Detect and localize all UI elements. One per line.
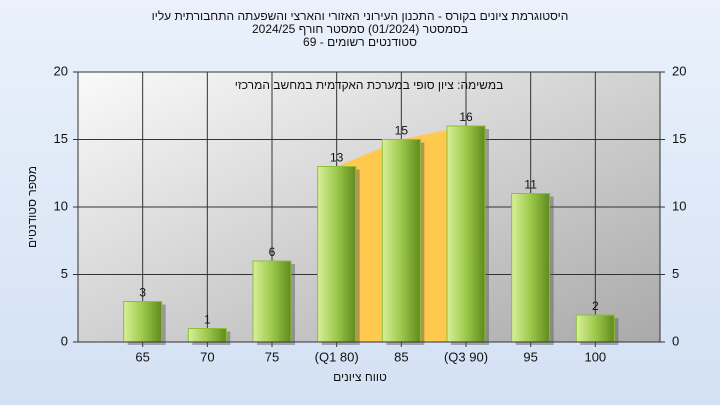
y-tick-label: 0	[61, 333, 68, 348]
data-label: 6	[269, 245, 276, 259]
data-label: 13	[330, 151, 344, 165]
y2-tick-label: 10	[672, 198, 686, 213]
data-label: 16	[459, 110, 473, 124]
data-label: 15	[395, 124, 409, 138]
x-tick-label: 85	[394, 349, 408, 364]
x-tick-label: (Q3 90)	[444, 349, 488, 364]
subtitle: במשימה: ציון סופי במערכת האקדמית במחשב ה…	[235, 78, 504, 92]
y-tick-label: 5	[61, 266, 68, 281]
bar	[123, 301, 163, 343]
y2-tick-label: 20	[672, 63, 686, 78]
data-label: 3	[139, 286, 146, 300]
plot-border	[77, 71, 661, 343]
y2-tick-label: 0	[672, 333, 679, 348]
y-axis-label: מספר סטודנטים	[25, 166, 39, 248]
y-tick-label: 10	[54, 198, 68, 213]
chart-title: היסטוגרמת ציונים בקורס - התכנון העירוני …	[152, 9, 569, 23]
y2-tick-label: 15	[672, 131, 686, 146]
data-label: 1	[204, 313, 211, 327]
x-tick-label: 75	[265, 349, 279, 364]
bar	[187, 328, 227, 343]
y2-tick-label: 5	[672, 266, 679, 281]
bar	[381, 139, 421, 343]
data-label: 11	[524, 178, 537, 192]
y-tick-label: 20	[54, 63, 68, 78]
chart-title: סטודנטים רשומים - 69	[303, 35, 417, 49]
x-tick-label: 70	[200, 349, 214, 364]
data-label: 2	[592, 299, 599, 313]
x-tick-label: (Q1 80)	[315, 349, 359, 364]
x-tick-label: 95	[523, 349, 537, 364]
chart-title: בסמסטר (01/2024) סמסטר חורף 2024/25	[252, 22, 468, 36]
x-axis-label: טווח ציונים	[333, 370, 387, 384]
y-tick-label: 15	[54, 131, 68, 146]
bar	[252, 260, 292, 343]
bar	[575, 314, 615, 343]
x-tick-label: 100	[584, 349, 606, 364]
bar	[446, 125, 486, 343]
x-tick-label: 65	[135, 349, 149, 364]
bar	[317, 166, 357, 343]
bar	[511, 193, 551, 343]
